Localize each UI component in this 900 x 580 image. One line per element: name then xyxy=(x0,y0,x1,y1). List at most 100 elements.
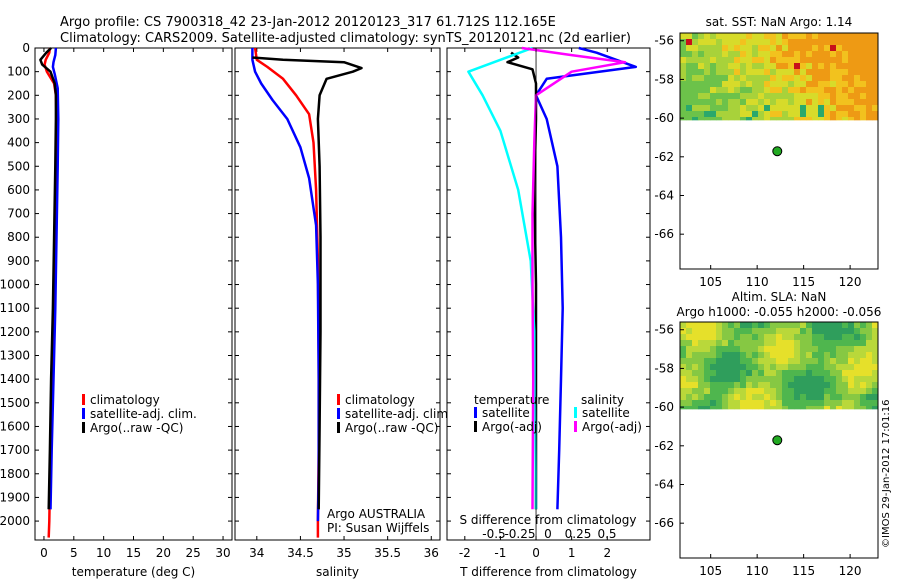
heatmap-cell xyxy=(698,400,705,407)
heatmap-cell xyxy=(722,63,729,70)
heatmap-cell xyxy=(710,63,717,70)
heatmap-cell xyxy=(842,75,849,82)
heatmap-cell xyxy=(764,99,771,106)
heatmap-cell xyxy=(806,69,813,76)
heatmap-cell xyxy=(728,382,735,389)
s-tick-label: 0 xyxy=(544,527,552,541)
heatmap-cell xyxy=(770,334,777,341)
heatmap-cell xyxy=(716,87,723,94)
heatmap-cell xyxy=(692,51,699,58)
heatmap-cell xyxy=(680,400,687,407)
heatmap-cell xyxy=(680,69,687,76)
heatmap-cell xyxy=(872,376,879,383)
heatmap-cell xyxy=(788,370,795,377)
map-y-tick-label: -64 xyxy=(654,188,674,202)
heatmap-cell xyxy=(836,340,843,347)
heatmap-cell xyxy=(830,394,837,401)
heatmap-cell xyxy=(872,406,879,410)
heatmap-cell xyxy=(734,370,741,377)
heatmap-cell xyxy=(830,388,837,395)
heatmap-cell xyxy=(710,99,717,106)
heatmap-cell xyxy=(872,394,879,401)
map-x-tick-label: 120 xyxy=(839,275,862,289)
heatmap-cell xyxy=(794,63,801,70)
panel-sla-map: -56 -58 -60 -62 -64 -66 105 110 115 120 Altim. SLA… xyxy=(654,290,881,578)
x-tick-label: 25 xyxy=(186,546,201,560)
heatmap-cell xyxy=(830,75,837,82)
heatmap-cell xyxy=(704,45,711,52)
heatmap-cell xyxy=(734,334,741,341)
heatmap-cell xyxy=(854,334,861,341)
x-tick-label: 5 xyxy=(70,546,78,560)
heatmap-cell xyxy=(704,39,711,46)
y-tick-label: 1300 xyxy=(0,349,30,363)
heatmap-cell xyxy=(770,75,777,82)
heatmap-cell xyxy=(794,406,801,410)
map-y-tick-label: -60 xyxy=(654,111,674,125)
heatmap-cell xyxy=(782,117,789,121)
heatmap-cell xyxy=(746,111,753,118)
heatmap-cell xyxy=(692,358,699,365)
heatmap-cell xyxy=(716,352,723,359)
heatmap-cell xyxy=(794,352,801,359)
heatmap-cell xyxy=(680,376,687,383)
map-y-tick-label: -66 xyxy=(654,227,674,241)
heatmap-cell xyxy=(764,75,771,82)
heatmap-cell xyxy=(698,99,705,106)
heatmap-cell xyxy=(824,328,831,335)
series-line-3 xyxy=(521,46,627,510)
heatmap-cell xyxy=(764,111,771,118)
heatmap-cell xyxy=(818,81,825,88)
heatmap-cell xyxy=(848,57,855,64)
y-tick-label: 500 xyxy=(7,159,30,173)
heatmap-cell xyxy=(752,346,759,353)
heatmap-cell xyxy=(836,406,843,410)
heatmap-cell xyxy=(734,364,741,371)
heatmap-cell xyxy=(800,69,807,76)
heatmap-cell xyxy=(710,69,717,76)
heatmap-cell xyxy=(872,358,879,365)
heatmap-cell xyxy=(692,328,699,335)
heatmap-cell xyxy=(860,364,867,371)
x-axis-label: T difference from climatology xyxy=(459,565,637,579)
heatmap-cell xyxy=(872,364,879,371)
heatmap-cell xyxy=(746,75,753,82)
heatmap-cell xyxy=(860,340,867,347)
heatmap-cell xyxy=(830,105,837,112)
heatmap-cell xyxy=(752,51,759,58)
heatmap-cell xyxy=(686,105,693,112)
heatmap-cell xyxy=(836,69,843,76)
heatmap-cell xyxy=(752,75,759,82)
heatmap-cell xyxy=(740,388,747,395)
heatmap-cell xyxy=(824,111,831,118)
heatmap-cell xyxy=(800,328,807,335)
heatmap-cell xyxy=(824,364,831,371)
heatmap-cell xyxy=(848,346,855,353)
heatmap-cell xyxy=(764,63,771,70)
heatmap-cell xyxy=(770,394,777,401)
heatmap-cell xyxy=(710,334,717,341)
heatmap-cell xyxy=(704,51,711,58)
heatmap-cell xyxy=(680,63,687,70)
heatmap-cell xyxy=(746,370,753,377)
heatmap-cell xyxy=(812,117,819,121)
legend-label: Argo(-adj) xyxy=(582,420,642,434)
heatmap-cell xyxy=(806,105,813,112)
heatmap-cell xyxy=(692,33,699,40)
heatmap-cell xyxy=(776,111,783,118)
heatmap-cell xyxy=(746,57,753,64)
heatmap-cell xyxy=(866,75,873,82)
heatmap-cell xyxy=(746,117,753,121)
heatmap-cell xyxy=(794,382,801,389)
heatmap-cell xyxy=(830,57,837,64)
heatmap-cell xyxy=(824,99,831,106)
heatmap-cell xyxy=(704,328,711,335)
heatmap-cell xyxy=(806,39,813,46)
heatmap-cell xyxy=(812,334,819,341)
heatmap-cell xyxy=(800,322,807,329)
heatmap-cell xyxy=(764,382,771,389)
heatmap-cell xyxy=(704,117,711,121)
heatmap-cell xyxy=(740,376,747,383)
heatmap-cell xyxy=(680,105,687,112)
heatmap-cell xyxy=(824,33,831,40)
